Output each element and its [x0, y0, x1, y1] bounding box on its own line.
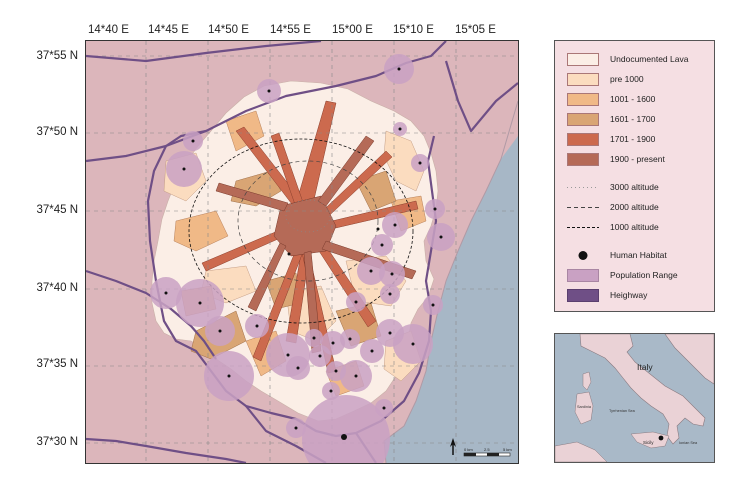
- inset-label-tyrrhenian: Tyrrhenian Sea: [609, 409, 636, 413]
- lat-label-1: 37*55 N: [36, 50, 78, 62]
- legend-label: 2000 altitude: [610, 202, 659, 212]
- inset-label-sicily: Sicily: [643, 440, 654, 445]
- scale-label-0: 0 km: [464, 447, 473, 452]
- swatch-1701-1900: [567, 133, 599, 146]
- line-2000-altitude: [567, 207, 599, 208]
- contour-2000: [237, 160, 379, 282]
- inset-map: Italy Sardinia Tyrrhenian Sea Sicily Ion…: [554, 333, 715, 463]
- north-arrow: [450, 438, 456, 455]
- lat-label-6: 37*30 N: [36, 436, 78, 448]
- legend-item-undocumented: Undocumented Lava: [567, 53, 712, 67]
- inset-label-italy: Italy: [637, 362, 653, 372]
- lon-label-2: 14*45 E: [148, 24, 189, 36]
- inset-sardinia: [574, 391, 594, 425]
- legend-item-1701-1900: 1701 - 1900: [567, 133, 712, 147]
- inset-etna-marker: [658, 435, 664, 441]
- legend-item-1001-1600: 1001 - 1600: [567, 93, 712, 107]
- legend-item-1900-present: 1900 - present: [567, 153, 712, 167]
- human-habitats: [164, 67, 443, 440]
- scale-label-1: 2.5: [484, 447, 490, 452]
- legend-item-human-habitat: Human Habitat: [567, 249, 712, 263]
- lon-label-7: 15*05 E: [455, 24, 496, 36]
- legend-item-pre1000: pre 1000: [567, 73, 712, 87]
- lon-label-3: 14*50 E: [208, 24, 249, 36]
- inset-label-sardinia: Sardinia: [577, 405, 592, 409]
- legend-item-1000-altitude: 1000 altitude: [567, 221, 712, 235]
- legend-item-highway: Heighway: [567, 289, 712, 303]
- inset-balkans: [664, 334, 714, 385]
- scale-bar: 0 km 2.5 5 km: [463, 447, 512, 457]
- swatch-1601-1700: [567, 113, 599, 126]
- contour-3000: [285, 199, 331, 233]
- legend-label: 1000 altitude: [610, 222, 659, 232]
- legend-label: 1601 - 1700: [610, 114, 656, 124]
- scale-label-2: 5 km: [503, 447, 512, 452]
- legend-label: 1001 - 1600: [610, 94, 656, 104]
- inset-canvas: Italy Sardinia Tyrrhenian Sea Sicily Ion…: [555, 334, 714, 462]
- swatch-highway: [567, 289, 599, 302]
- swatch-population: [567, 269, 599, 282]
- inset-label-ionian: Ionian Sea: [679, 441, 698, 445]
- contour-1000: [188, 138, 414, 324]
- inset-corsica: [582, 371, 592, 391]
- legend-label: 1701 - 1900: [610, 134, 656, 144]
- inset-sicily: [630, 431, 670, 449]
- inset-africa: [555, 441, 608, 462]
- line-3000-altitude: [567, 187, 599, 188]
- legend-item-2000-altitude: 2000 altitude: [567, 201, 712, 215]
- legend-label: pre 1000: [610, 74, 644, 84]
- legend-item-3000-altitude: 3000 altitude: [567, 181, 712, 195]
- legend-label: Human Habitat: [610, 250, 667, 260]
- habitat-dot-icon: [578, 251, 588, 260]
- swatch-undocumented: [567, 53, 599, 66]
- legend-label: 3000 altitude: [610, 182, 659, 192]
- lat-label-5: 37*35 N: [36, 358, 78, 370]
- lon-label-4: 14*55 E: [270, 24, 311, 36]
- lon-label-6: 15*10 E: [393, 24, 434, 36]
- etna-map[interactable]: 0 km 2.5 5 km: [85, 40, 519, 464]
- swatch-pre1000: [567, 73, 599, 86]
- swatch-1001-1600: [567, 93, 599, 106]
- lat-label-2: 37*50 N: [36, 126, 78, 138]
- legend-label: Population Range: [610, 270, 678, 280]
- map-legend: Undocumented Lava pre 1000 1001 - 1600 1…: [554, 40, 715, 312]
- lat-label-4: 37*40 N: [36, 282, 78, 294]
- lon-label-5: 15*00 E: [332, 24, 373, 36]
- inset-italy: [579, 334, 706, 445]
- line-1000-altitude: [567, 227, 599, 228]
- map-canvas: 0 km 2.5 5 km: [86, 41, 518, 463]
- legend-label: Undocumented Lava: [610, 54, 689, 64]
- lat-label-3: 37*45 N: [36, 204, 78, 216]
- ionian-sea: [384, 101, 518, 463]
- lon-label-1: 14*40 E: [88, 24, 129, 36]
- swatch-1900-present: [567, 153, 599, 166]
- legend-label: 1900 - present: [610, 154, 665, 164]
- legend-label: Heighway: [610, 290, 648, 300]
- legend-item-population-range: Population Range: [567, 269, 712, 283]
- legend-item-1601-1700: 1601 - 1700: [567, 113, 712, 127]
